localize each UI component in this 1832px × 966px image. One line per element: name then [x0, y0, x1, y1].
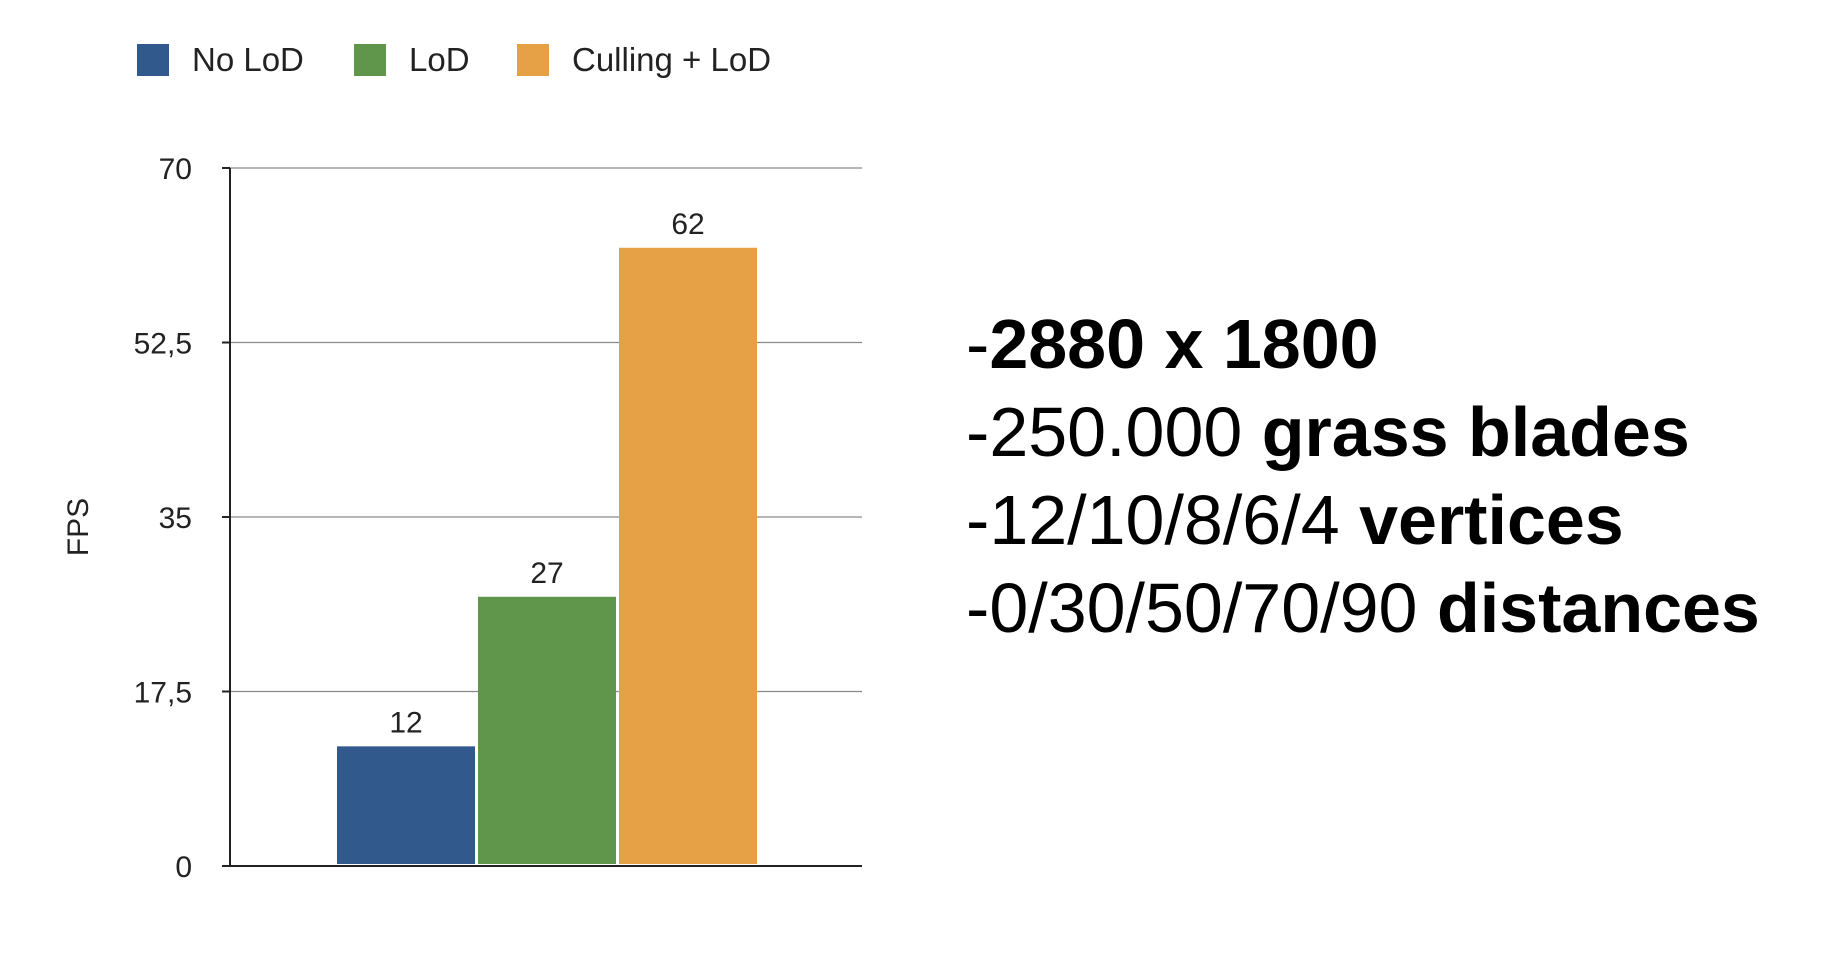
bar-value-label: 62	[671, 208, 704, 241]
spec-label: 2880 x 1800	[989, 305, 1379, 383]
y-axis-ticks: 0 17,5 35 52,5 70	[134, 153, 230, 884]
bar-value-label: 12	[389, 706, 422, 739]
y-tick-label: 70	[159, 153, 192, 186]
spec-label: vertices	[1359, 481, 1624, 559]
y-tick-label: 52,5	[134, 328, 192, 361]
spec-value: 250.000	[989, 393, 1262, 471]
y-tick-label: 35	[159, 502, 192, 535]
bars	[337, 247, 757, 864]
spec-prefix: -	[966, 481, 990, 559]
y-tick-label: 17,5	[134, 677, 192, 710]
legend-label: Culling + LoD	[572, 41, 771, 78]
spec-line-resolution: -2880 x 1800	[966, 300, 1760, 388]
spec-line-vertices: -12/10/8/6/4 vertices	[966, 476, 1760, 564]
bar-no-lod	[337, 746, 475, 864]
y-tick-label: 0	[175, 851, 192, 884]
fps-bar-chart: No LoD LoD Culling + LoD 0 17,5 35 52,5 70 12 2…	[62, 41, 862, 884]
bar-value-labels: 12 27 62	[389, 208, 704, 740]
spec-line-grass-blades: -250.000 grass blades	[966, 388, 1760, 476]
legend-swatch	[137, 44, 169, 76]
y-axis-label: FPS	[62, 498, 95, 556]
legend-swatch	[354, 44, 386, 76]
legend-label: LoD	[409, 41, 470, 78]
spec-line-distances: -0/30/50/70/90 distances	[966, 564, 1760, 652]
bar-value-label: 27	[530, 557, 563, 590]
bar-culling-lod	[619, 247, 757, 864]
legend-swatch	[517, 44, 549, 76]
spec-value: 12/10/8/6/4	[989, 481, 1360, 559]
legend-label: No LoD	[192, 41, 304, 78]
spec-label: grass blades	[1261, 393, 1690, 471]
spec-prefix: -	[966, 393, 990, 471]
spec-value: 0/30/50/70/90	[989, 569, 1437, 647]
spec-prefix: -	[966, 569, 990, 647]
spec-label: distances	[1436, 569, 1760, 647]
spec-list: -2880 x 1800 -250.000 grass blades -12/1…	[966, 300, 1760, 652]
bar-lod	[478, 596, 616, 864]
chart-legend: No LoD LoD Culling + LoD	[137, 41, 771, 78]
spec-prefix: -	[966, 305, 990, 383]
